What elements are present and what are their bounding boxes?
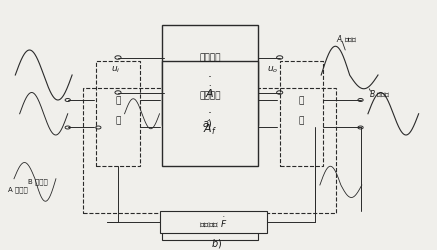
Text: $\dot{A}$: $\dot{A}$ (205, 85, 215, 100)
Text: A 半周大: A 半周大 (8, 187, 28, 193)
Text: $b)$: $b)$ (211, 237, 222, 250)
Text: $\dot{A}_f$: $\dot{A}_f$ (203, 120, 217, 137)
Text: $A$ 半周大: $A$ 半周大 (336, 34, 357, 44)
Text: 反馈电路 $\dot{F}$: 反馈电路 $\dot{F}$ (199, 215, 227, 229)
Text: $u_i$: $u_i$ (111, 65, 121, 75)
Bar (162, 215, 258, 240)
Text: 放大电路: 放大电路 (199, 53, 221, 62)
Text: $B$ 半周小: $B$ 半周小 (369, 88, 391, 99)
Bar (83, 88, 336, 212)
Bar (162, 25, 258, 125)
Text: ·: · (208, 107, 212, 120)
Bar (280, 61, 323, 166)
Text: 成: 成 (115, 117, 121, 126)
Text: $u_o$: $u_o$ (267, 65, 278, 75)
Text: 样: 样 (299, 117, 304, 126)
Text: ·: · (208, 71, 212, 84)
Text: 取: 取 (299, 97, 304, 106)
Bar (162, 61, 258, 166)
Text: B 半周小: B 半周小 (28, 178, 48, 184)
Text: $a)$: $a)$ (202, 117, 213, 130)
Text: 合: 合 (115, 97, 121, 106)
Bar (160, 211, 267, 233)
Bar (96, 61, 140, 166)
Text: 放大电路: 放大电路 (199, 92, 221, 101)
